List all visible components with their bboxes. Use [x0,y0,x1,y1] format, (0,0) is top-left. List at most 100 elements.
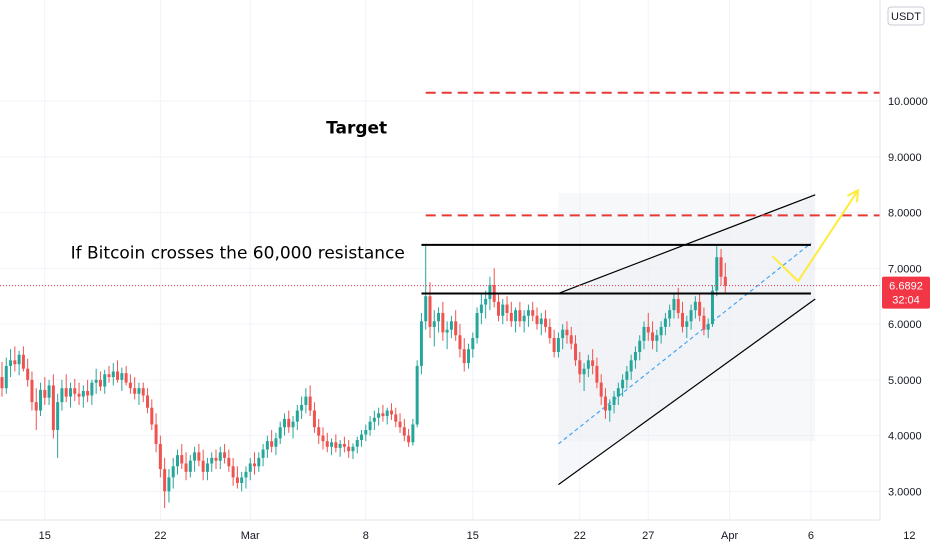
candle [278,421,282,444]
candle-body [163,469,167,492]
price-axis[interactable]: 10.0000 9.0000 8.0000 7.0000 6.0000 5.0000 4.0… [879,0,932,550]
candle [282,413,286,436]
candle-body [312,410,316,428]
candle-body [582,368,586,375]
candle-body [257,457,261,467]
candle-body [274,438,278,447]
candle [355,436,359,454]
candle-body [629,360,633,372]
candle [9,349,13,378]
candle-body [372,417,376,422]
candle-body [68,388,72,397]
candle-body [385,410,389,417]
candle [261,443,265,467]
candle [17,350,21,376]
candle-body [304,396,308,405]
candle [514,307,518,333]
candle-body [351,446,355,452]
currency-chip[interactable] [887,6,925,26]
candle [330,438,334,456]
candle [531,301,535,322]
candle [407,428,411,447]
candle [548,318,552,344]
candle-body [394,414,398,422]
candle-body [415,365,419,425]
time-tick-label: Mar [241,530,260,542]
candle [116,360,120,383]
candle [210,452,214,472]
candle [629,354,633,380]
candle-body [34,402,38,411]
candle-body [86,391,90,396]
candle-body [171,466,175,478]
candle-body [338,443,342,448]
candle-body [428,296,432,327]
candle [437,307,441,333]
candle [719,248,723,286]
candle-body [449,321,453,330]
candle [317,418,321,444]
candles [0,246,727,509]
candle [175,449,179,475]
candle [253,452,257,475]
candle [586,354,590,378]
candle [655,329,659,352]
annotations: If Bitcoin crosses the 60,000 resistance… [71,118,405,263]
candle [214,449,218,470]
candle-body [278,427,282,439]
resistance-annotation: If Bitcoin crosses the 60,000 resistance [71,243,405,263]
candle-body [411,424,415,443]
candle [608,399,612,422]
currency-label[interactable]: USDT [887,6,925,26]
candle-body [681,312,685,327]
candle-body [377,413,381,418]
candle-body [167,477,171,492]
candle [171,457,175,489]
candle-body [282,418,286,428]
candle [141,382,145,403]
candle-body [407,435,411,443]
candle-body [655,335,659,341]
candle [565,321,569,344]
candle-body [552,338,556,352]
candle-body [317,427,321,436]
candle [223,443,227,464]
candle [163,457,167,509]
candle [723,262,727,294]
candle [449,315,453,339]
candle [668,304,672,327]
time-tick-label: 27 [642,530,654,542]
candle [535,307,539,330]
candle-body [462,349,466,364]
candle-body [458,335,462,350]
price-tick-label: 4.0000 [888,431,922,443]
candle-body [565,329,569,336]
candle-body [454,321,458,336]
candle [518,301,522,327]
candle [715,246,719,297]
candle-body [432,321,436,327]
candle-body [706,324,710,330]
candle [197,443,201,467]
candle-body [300,404,304,411]
candle-body [488,285,492,300]
candle-body [603,396,607,411]
candle-body [120,373,124,380]
candle-body [548,326,552,339]
candle [248,457,252,481]
price-channel [558,193,816,486]
candle-body [522,315,526,322]
candle [638,335,642,361]
candle-body [719,257,723,277]
candle [218,446,222,470]
candle-body [244,471,248,478]
candle [133,377,137,400]
candle [154,413,158,453]
candle [308,385,312,417]
candle [441,301,445,341]
time-axis[interactable]: 15 22 Mar 8 15 22 27 Apr 6 12 [0,519,932,550]
candle-body [287,418,291,428]
candle-body [561,329,565,339]
